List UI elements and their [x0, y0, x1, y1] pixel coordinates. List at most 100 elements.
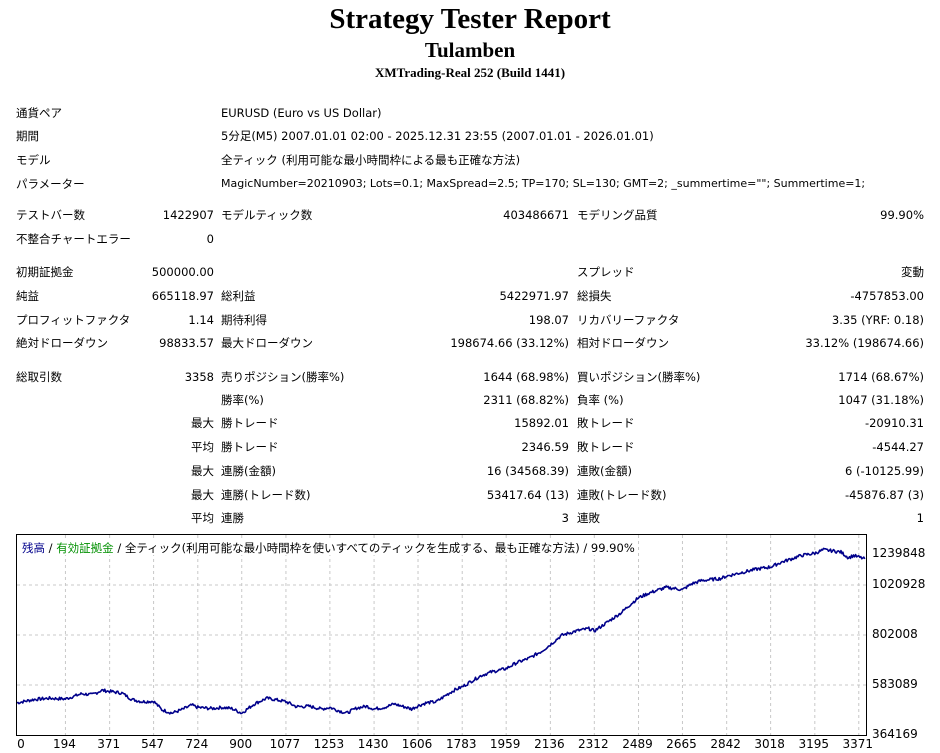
stat-label-model-ticks: モデルティック数	[221, 208, 313, 222]
stat-value-test-bars: 1422907	[162, 208, 214, 222]
stat-label-average-profit-trade: 勝トレード	[221, 440, 279, 454]
stat-label-short-positions: 売りポジション(勝率%)	[221, 370, 345, 384]
stat-label-max-consec-wins: 連勝(金額)	[221, 464, 276, 478]
y-tick-label: 364169	[872, 727, 918, 741]
balance-chart-plot	[17, 535, 866, 735]
stat-label-max-consec-losses: 連敗(金額)	[577, 464, 632, 478]
x-tick-label: 0	[17, 737, 25, 751]
x-tick-label: 547	[141, 737, 165, 751]
stat-label-avg-consec-losses: 連敗	[577, 511, 600, 525]
x-tick-label: 371	[97, 737, 121, 751]
stat-value-max-consec-losses: 6 (-10125.99)	[845, 464, 924, 478]
x-tick-label: 3371	[842, 737, 874, 751]
stat-value-average-profit-trade: 2346.59	[521, 440, 569, 454]
legend-equity: 有効証拠金	[56, 541, 114, 555]
stat-label-long-positions: 買いポジション(勝率%)	[577, 370, 701, 384]
info-label-symbol: 通貨ペア	[16, 106, 62, 120]
stat-label-total-trades: 総取引数	[16, 370, 62, 384]
info-label-parameters: パラメーター	[16, 177, 85, 191]
stat-label-profit-factor: プロフィットファクタ	[16, 313, 131, 327]
stat-value-maximal-consec-loss: -45876.87 (3)	[845, 488, 924, 502]
stat-value-relative-drawdown: 33.12% (198674.66)	[805, 336, 924, 350]
stat-value-absolute-drawdown: 98833.57	[159, 336, 214, 350]
stat-label-maximal-drawdown: 最大ドローダウン	[221, 336, 313, 350]
stat-value-gross-profit: 5422971.97	[499, 289, 569, 303]
stat-label-avg-consec-prefix: 平均	[191, 511, 214, 525]
info-value-parameters: MagicNumber=20210903; Lots=0.1; MaxSprea…	[221, 177, 866, 190]
info-value-symbol: EURUSD (Euro vs US Dollar)	[221, 106, 382, 120]
x-tick-label: 2842	[710, 737, 741, 751]
x-tick-label: 900	[229, 737, 253, 751]
stat-label-loss-trades: 負率 (%)	[577, 393, 624, 407]
legend-separator: /	[113, 541, 125, 555]
stat-label-gross-profit: 総利益	[221, 289, 256, 303]
x-tick-label: 2136	[534, 737, 565, 751]
stat-label-test-bars: テストバー数	[16, 208, 85, 222]
stat-value-largest-loss-trade: -20910.31	[864, 416, 924, 430]
stat-value-avg-consec-losses: 1	[916, 511, 924, 525]
stat-value-gross-loss: -4757853.00	[850, 289, 924, 303]
legend-separator: /	[45, 541, 57, 555]
y-tick-label: 1020928	[872, 577, 926, 591]
stat-label-maximal-consec-loss: 連敗(トレード数)	[577, 488, 667, 502]
x-tick-label: 1606	[401, 737, 433, 751]
stat-label-average-loss-trade: 敗トレード	[577, 440, 635, 454]
stat-value-long-positions: 1714 (68.67%)	[838, 370, 924, 384]
stat-label-initial-deposit: 初期証拠金	[16, 265, 74, 279]
x-tick-label: 194	[52, 737, 76, 751]
account-info: XMTrading-Real 252 (Build 1441)	[374, 65, 566, 80]
x-tick-label: 1430	[357, 737, 389, 751]
legend-separator: /	[579, 541, 591, 555]
stat-label-avg-consec-wins: 連勝	[221, 511, 244, 525]
stat-label-largest-loss-trade: 敗トレード	[577, 416, 635, 430]
stat-label-recovery-factor: リカバリーファクタ	[577, 313, 680, 327]
x-tick-label: 724	[185, 737, 209, 751]
info-value-period: 5分足(M5) 2007.01.01 02:00 - 2025.12.31 23…	[221, 129, 654, 143]
x-tick-label: 1959	[489, 737, 521, 751]
chart-legend: 残高 / 有効証拠金 / 全ティック(利用可能な最小時間枠を使いすべてのティック…	[22, 541, 637, 555]
stat-label-maximal-consec-prefix: 最大	[191, 488, 214, 502]
strategy-name: Tulamben	[424, 38, 516, 62]
x-tick-label: 1783	[445, 737, 477, 751]
x-tick-label: 3195	[798, 737, 830, 751]
x-tick-label: 1253	[313, 737, 345, 751]
stat-value-largest-profit-trade: 15892.01	[514, 416, 569, 430]
x-tick-label: 2489	[622, 737, 653, 751]
stat-label-max-consec-prefix: 最大	[191, 464, 214, 478]
x-tick-label: 1077	[269, 737, 301, 751]
stat-label-mismatch: 不整合チャートエラー	[16, 232, 131, 246]
stat-label-average-prefix: 平均	[191, 440, 214, 454]
stat-value-spread: 変動	[901, 265, 924, 279]
stat-label-spread: スプレッド	[577, 265, 635, 279]
stat-label-absolute-drawdown: 絶対ドローダウン	[16, 336, 108, 350]
y-tick-label: 583089	[872, 676, 918, 691]
balance-chart: 残高 / 有効証拠金 / 全ティック(利用可能な最小時間枠を使いすべてのティック…	[16, 534, 867, 736]
stat-value-average-loss-trade: -4544.27	[872, 440, 924, 454]
stat-value-net-profit: 665118.97	[151, 289, 214, 303]
x-tick-label: 2665	[666, 737, 697, 751]
stat-value-model-quality: 99.90%	[880, 208, 924, 222]
stat-label-maximal-consec-profit: 連勝(トレード数)	[221, 488, 311, 502]
stat-value-expected-payoff: 198.07	[528, 313, 569, 327]
stat-value-maximal-drawdown: 198674.66 (33.12%)	[450, 336, 569, 350]
stat-value-loss-trades: 1047 (31.18%)	[838, 393, 924, 407]
stat-label-model-quality: モデリング品質	[577, 208, 658, 222]
stat-label-largest-prefix: 最大	[191, 416, 214, 430]
x-tick-label: 3018	[754, 737, 785, 751]
info-value-model: 全ティック (利用可能な最小時間枠による最も正確な方法)	[221, 153, 521, 167]
stat-value-maximal-consec-profit: 53417.64 (13)	[486, 488, 569, 502]
y-tick-label: 802008	[872, 627, 918, 641]
page-title: Strategy Tester Report	[329, 3, 611, 35]
stat-label-relative-drawdown: 相対ドローダウン	[577, 336, 669, 350]
stat-value-short-positions: 1644 (68.98%)	[483, 370, 569, 384]
y-tick-label: 1239848	[872, 546, 926, 560]
stat-value-model-ticks: 403486671	[503, 208, 569, 222]
stat-value-initial-deposit: 500000.00	[151, 265, 214, 279]
stat-value-max-consec-wins: 16 (34568.39)	[486, 464, 569, 478]
info-label-model: モデル	[16, 153, 51, 167]
series-line-balance	[17, 547, 866, 715]
legend-model: 全ティック(利用可能な最小時間枠を使いすべてのティックを生成する、最も正確な方法…	[124, 541, 580, 555]
stat-label-profit-trades: 勝率(%)	[221, 393, 264, 407]
stat-value-profit-trades: 2311 (68.82%)	[483, 393, 569, 407]
stat-label-largest-profit-trade: 勝トレード	[221, 416, 279, 430]
